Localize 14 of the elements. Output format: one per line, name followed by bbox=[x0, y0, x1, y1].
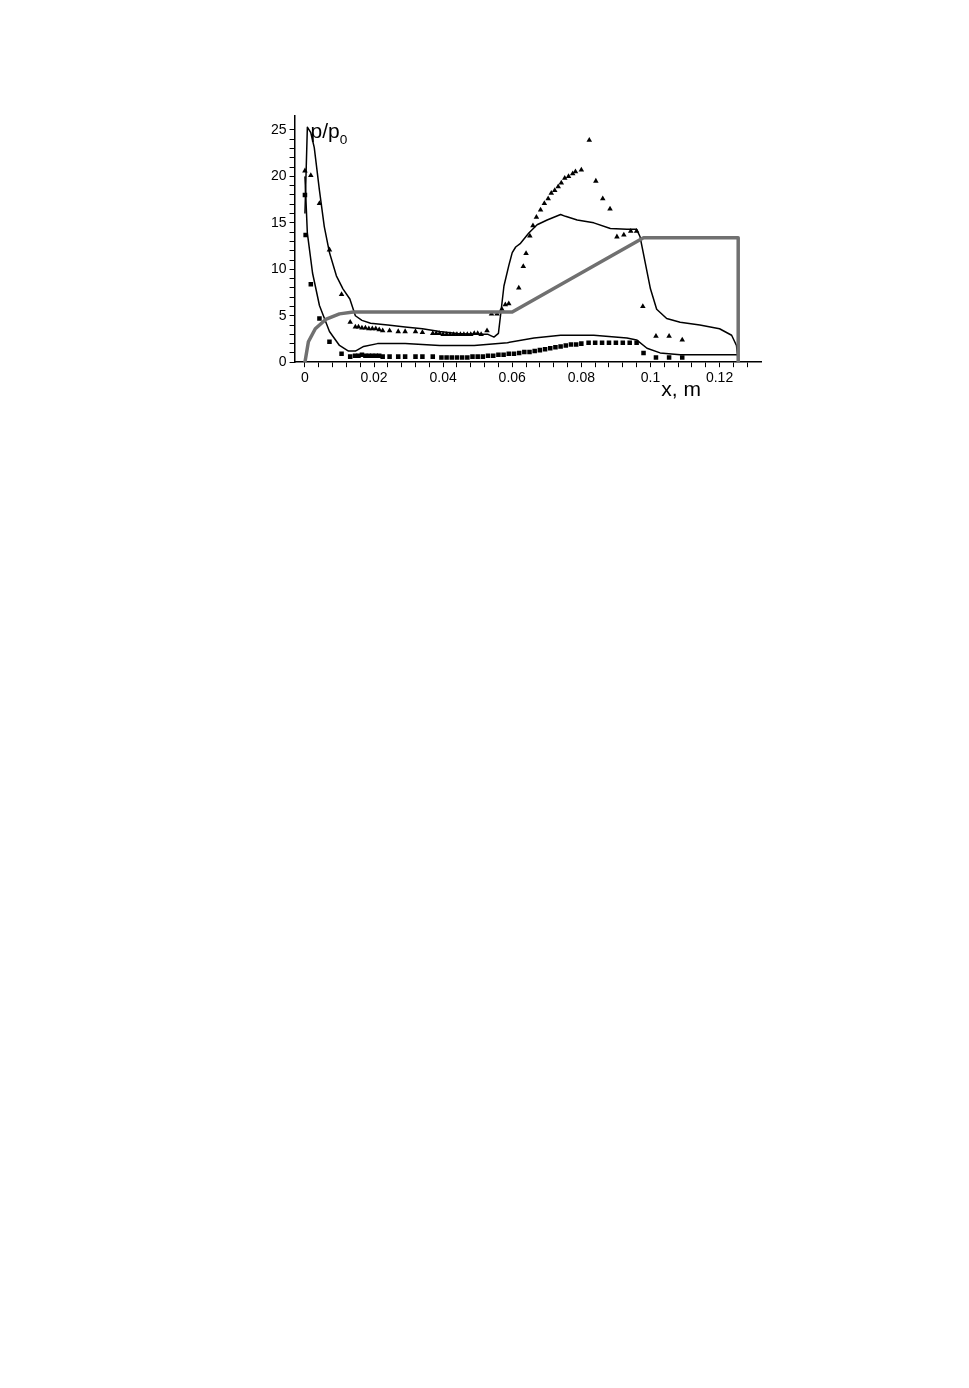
y-tick-label: 5 bbox=[278, 306, 287, 323]
y-tick-label: 20 bbox=[270, 167, 287, 184]
x-tick-label: 0.1 bbox=[640, 369, 661, 386]
x-tick-label: 0.08 bbox=[567, 369, 596, 386]
y-tick-label: 10 bbox=[270, 260, 287, 277]
x-tick-label: 0.02 bbox=[360, 369, 388, 386]
x-axis-title: x, m bbox=[661, 377, 701, 401]
y-tick-label: 0 bbox=[278, 353, 287, 370]
y-tick-label: 25 bbox=[270, 120, 287, 137]
x-tick-label: 0.06 bbox=[498, 369, 527, 386]
x-tick-label: 0.04 bbox=[429, 369, 457, 386]
x-tick-label: 0 bbox=[301, 369, 310, 386]
x-tick-label: 0.12 bbox=[705, 369, 734, 386]
y-tick-label: 15 bbox=[270, 213, 287, 230]
